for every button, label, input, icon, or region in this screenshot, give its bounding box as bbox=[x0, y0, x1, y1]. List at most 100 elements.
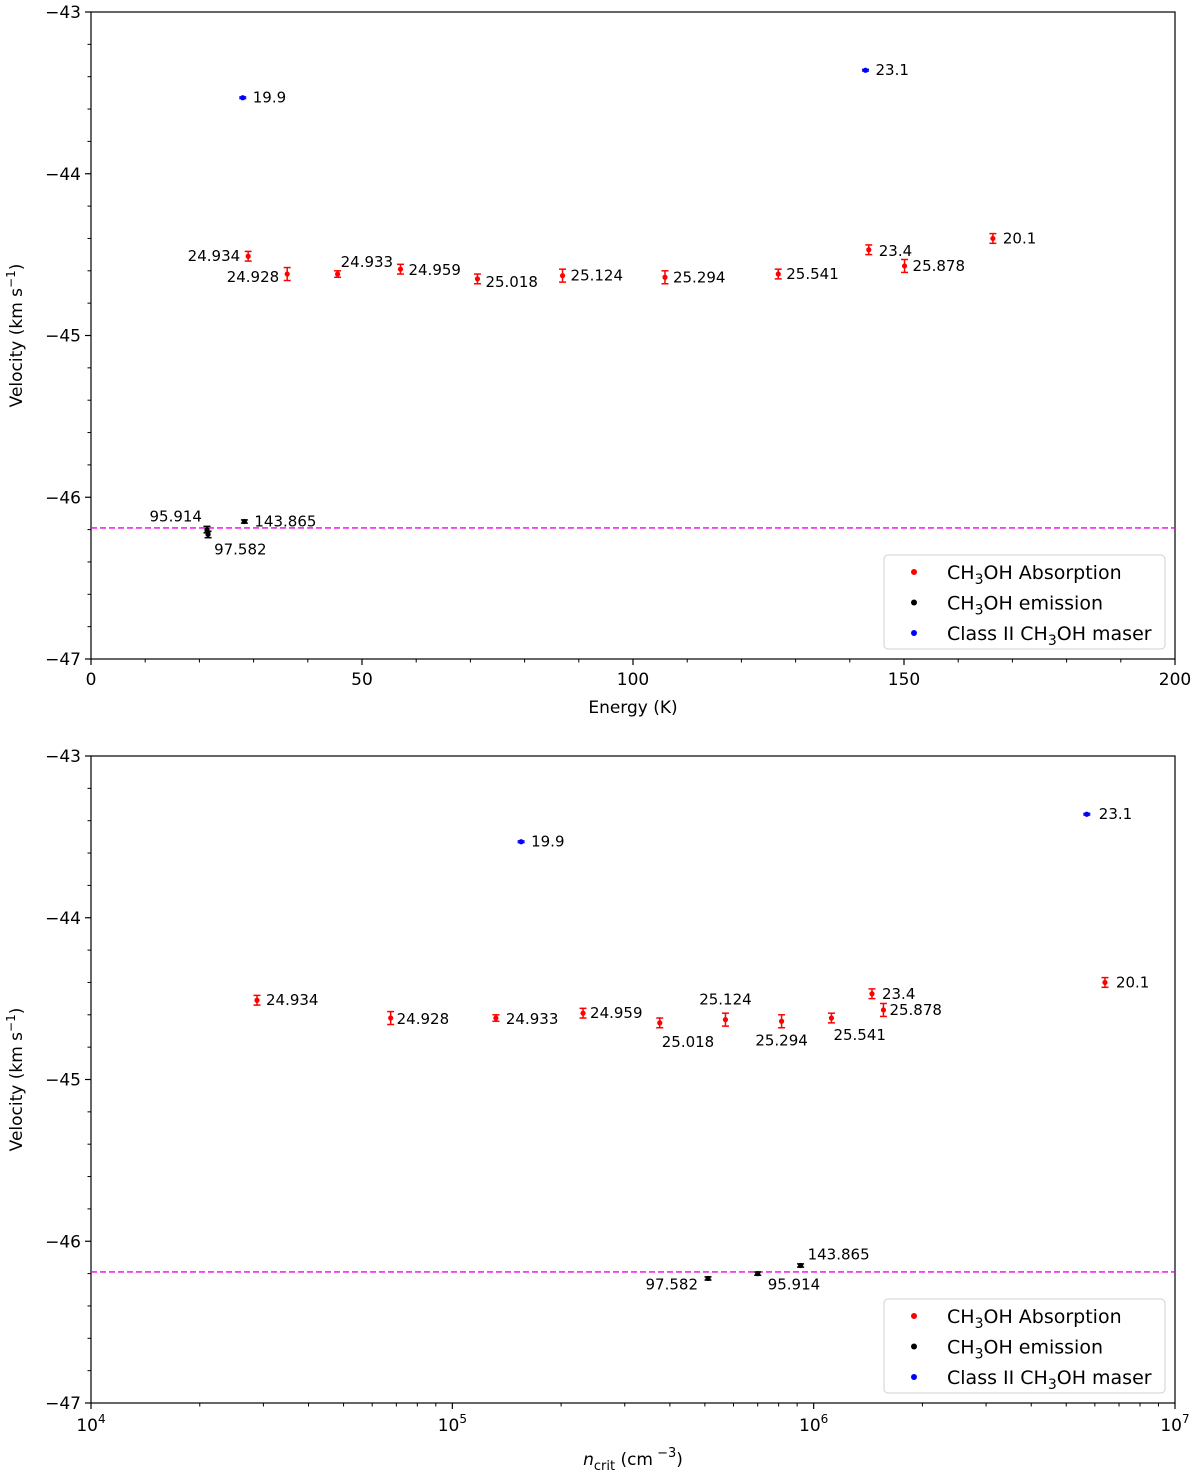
y-axis-label: Velocity (km s−1) bbox=[4, 1008, 27, 1152]
data-point bbox=[397, 266, 404, 272]
series-0: 24.934 24.928 24.933 24.959 25.018 25.124 25.2… bbox=[188, 229, 1037, 290]
y-axis: −47 −46 −45 −44 −43 bbox=[45, 747, 91, 1414]
data-point bbox=[1102, 979, 1108, 986]
x-tick-label: 0 bbox=[86, 670, 97, 690]
data-point bbox=[775, 271, 781, 277]
legend-label: CH3OH Absorption bbox=[947, 1306, 1122, 1332]
series-2: 19.9 23.1 bbox=[517, 805, 1132, 851]
data-point bbox=[205, 531, 211, 538]
data-point bbox=[880, 1007, 887, 1013]
legend-label: Class II CH3OH maser bbox=[947, 1367, 1152, 1393]
point-label: 25.018 bbox=[662, 1033, 715, 1051]
data-point bbox=[1084, 811, 1090, 817]
point-label: 19.9 bbox=[531, 833, 564, 851]
point-label: 95.914 bbox=[149, 508, 202, 526]
x-tick-label: 50 bbox=[351, 670, 373, 690]
x-tick-label: 104 bbox=[76, 1412, 105, 1436]
data-point bbox=[493, 1015, 499, 1021]
data-point bbox=[388, 1015, 394, 1021]
x-axis: 104 105 106 107 bbox=[76, 1403, 1190, 1436]
data-point bbox=[559, 273, 566, 279]
y-tick-label: −47 bbox=[45, 650, 81, 670]
point-label: 25.294 bbox=[673, 268, 726, 286]
x-tick-label: 150 bbox=[888, 670, 920, 690]
point-label: 24.933 bbox=[341, 253, 394, 271]
y-tick-label: −45 bbox=[45, 327, 81, 347]
legend: CH3OH Absorption CH3OH emission Class II C… bbox=[883, 554, 1166, 650]
y-tick-label: −43 bbox=[45, 747, 81, 767]
legend-label: Class II CH3OH maser bbox=[947, 623, 1152, 649]
legend-label: CH3OH Absorption bbox=[947, 562, 1122, 588]
x-tick-label: 200 bbox=[1159, 670, 1191, 690]
data-point bbox=[657, 1020, 663, 1026]
point-label: 24.959 bbox=[408, 261, 461, 279]
legend-marker bbox=[911, 569, 917, 575]
data-point bbox=[828, 1015, 835, 1021]
series-2: 19.9 23.1 bbox=[239, 61, 909, 107]
point-label: 143.865 bbox=[808, 1246, 870, 1264]
legend-label: CH3OH emission bbox=[947, 1337, 1103, 1363]
data-point bbox=[662, 274, 668, 280]
legend-marker bbox=[911, 630, 917, 636]
point-label: 25.541 bbox=[833, 1026, 886, 1044]
point-label: 24.933 bbox=[506, 1010, 559, 1028]
point-label: 97.582 bbox=[646, 1275, 699, 1293]
y-axis: −47 −46 −45 −44 −43 bbox=[45, 3, 91, 670]
y-axis-label: Velocity (km s−1) bbox=[4, 264, 27, 408]
y-tick-label: −44 bbox=[45, 909, 81, 929]
x-axis-label: ncrit (cm −3) bbox=[583, 1446, 683, 1474]
point-label: 23.1 bbox=[1099, 805, 1132, 823]
y-tick-label: −45 bbox=[45, 1071, 81, 1091]
point-label: 25.541 bbox=[786, 265, 839, 283]
x-tick-label: 106 bbox=[799, 1412, 828, 1436]
point-label: 25.018 bbox=[485, 273, 538, 291]
legend: CH3OH Absorption CH3OH emission Class II C… bbox=[883, 1298, 1166, 1394]
point-label: 25.124 bbox=[699, 991, 752, 1009]
x-tick-label: 107 bbox=[1160, 1412, 1189, 1436]
point-label: 97.582 bbox=[214, 540, 267, 558]
data-point bbox=[869, 991, 875, 997]
x-tick-label: 105 bbox=[438, 1412, 467, 1436]
point-label: 95.914 bbox=[768, 1276, 821, 1294]
legend-marker bbox=[911, 1313, 917, 1319]
legend-label: CH3OH emission bbox=[947, 593, 1103, 619]
data-point bbox=[240, 95, 246, 101]
y-tick-label: −47 bbox=[45, 1394, 81, 1414]
legend-marker bbox=[911, 599, 917, 606]
point-label: 20.1 bbox=[1003, 229, 1036, 247]
point-label: 23.4 bbox=[879, 242, 912, 260]
point-label: 19.9 bbox=[253, 89, 286, 107]
point-label: 23.1 bbox=[876, 61, 909, 79]
y-tick-label: −43 bbox=[45, 3, 81, 23]
data-point bbox=[474, 276, 481, 282]
data-point bbox=[797, 1262, 804, 1269]
data-point bbox=[241, 518, 247, 525]
chart-energy-velocity: −47 −46 −45 −44 −43 0 50 100 150 200 Energy (K) Vel… bbox=[4, 3, 1191, 718]
point-label: 24.928 bbox=[227, 268, 280, 286]
point-label: 25.878 bbox=[889, 1001, 942, 1019]
point-label: 24.934 bbox=[266, 991, 319, 1009]
data-point bbox=[862, 67, 869, 73]
y-tick-label: −46 bbox=[45, 1232, 81, 1252]
point-label: 24.928 bbox=[397, 1010, 450, 1028]
point-label: 143.865 bbox=[254, 513, 316, 531]
point-label: 20.1 bbox=[1116, 973, 1149, 991]
legend-box bbox=[883, 554, 1166, 650]
data-point bbox=[245, 253, 251, 259]
y-tick-label: −44 bbox=[45, 165, 81, 185]
data-point bbox=[866, 247, 872, 253]
series-0: 24.934 24.928 24.933 24.959 25.018 25.124 25.2… bbox=[253, 973, 1149, 1051]
chart-ncrit-velocity: −47 −46 −45 −44 −43 104 105 106 107 ncrit (cm −3)… bbox=[4, 747, 1190, 1474]
point-label: 24.934 bbox=[188, 247, 241, 265]
legend-marker bbox=[911, 1374, 917, 1380]
data-point bbox=[755, 1271, 761, 1277]
data-point bbox=[284, 271, 290, 277]
data-point bbox=[901, 263, 908, 269]
point-label: 25.124 bbox=[571, 267, 624, 285]
point-label: 25.294 bbox=[755, 1031, 808, 1049]
data-point bbox=[254, 997, 260, 1003]
series-1: 97.582 95.914 143.865 bbox=[646, 1246, 870, 1294]
legend-box bbox=[883, 1298, 1166, 1394]
data-point bbox=[335, 271, 341, 277]
